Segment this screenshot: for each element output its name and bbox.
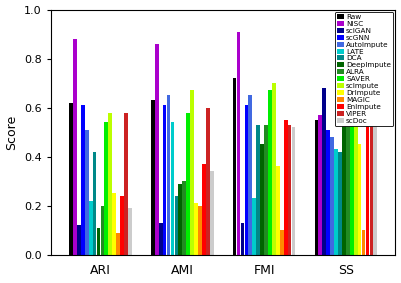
Bar — [245, 105, 248, 255]
Bar — [326, 130, 330, 255]
Bar — [163, 105, 166, 255]
Bar — [354, 122, 358, 255]
Bar — [174, 196, 178, 255]
Bar — [366, 122, 369, 255]
Bar — [120, 196, 124, 255]
Bar — [292, 127, 296, 255]
Bar — [128, 208, 132, 255]
Bar — [77, 225, 81, 255]
Bar — [108, 113, 112, 255]
Bar — [314, 120, 318, 255]
Bar — [89, 201, 93, 255]
Bar — [288, 125, 292, 255]
Bar — [362, 230, 365, 255]
Bar — [342, 122, 346, 255]
Bar — [93, 152, 96, 255]
Bar — [280, 230, 284, 255]
Legend: Raw, NISC, scIGAN, scGNN, AutoImpute, LATE, DCA, DeepImpute, ALRA, SAVER, scImpu: Raw, NISC, scIGAN, scGNN, AutoImpute, LA… — [334, 12, 393, 126]
Bar — [322, 88, 326, 255]
Bar — [284, 120, 288, 255]
Bar — [338, 152, 342, 255]
Bar — [233, 78, 237, 255]
Bar — [190, 91, 194, 255]
Bar — [112, 194, 116, 255]
Y-axis label: Score: Score — [6, 115, 18, 150]
Bar — [210, 171, 214, 255]
Bar — [101, 206, 104, 255]
Bar — [370, 122, 373, 255]
Bar — [256, 125, 260, 255]
Bar — [69, 103, 73, 255]
Bar — [97, 228, 100, 255]
Bar — [264, 125, 268, 255]
Bar — [167, 95, 170, 255]
Bar — [330, 137, 334, 255]
Bar — [73, 39, 77, 255]
Bar — [116, 233, 120, 255]
Bar — [85, 130, 89, 255]
Bar — [241, 223, 244, 255]
Bar — [186, 113, 190, 255]
Bar — [334, 149, 338, 255]
Bar — [124, 113, 128, 255]
Bar — [276, 166, 279, 255]
Bar — [358, 144, 361, 255]
Bar — [182, 181, 186, 255]
Bar — [178, 184, 182, 255]
Bar — [202, 164, 206, 255]
Bar — [151, 100, 155, 255]
Bar — [252, 198, 256, 255]
Bar — [81, 105, 85, 255]
Bar — [249, 95, 252, 255]
Bar — [159, 223, 162, 255]
Bar — [318, 115, 322, 255]
Bar — [268, 91, 272, 255]
Bar — [155, 44, 159, 255]
Bar — [206, 108, 210, 255]
Bar — [170, 122, 174, 255]
Bar — [105, 122, 108, 255]
Bar — [198, 206, 202, 255]
Bar — [194, 203, 198, 255]
Bar — [260, 144, 264, 255]
Bar — [350, 122, 354, 255]
Bar — [237, 32, 241, 255]
Bar — [373, 120, 377, 255]
Bar — [346, 120, 350, 255]
Bar — [272, 83, 276, 255]
